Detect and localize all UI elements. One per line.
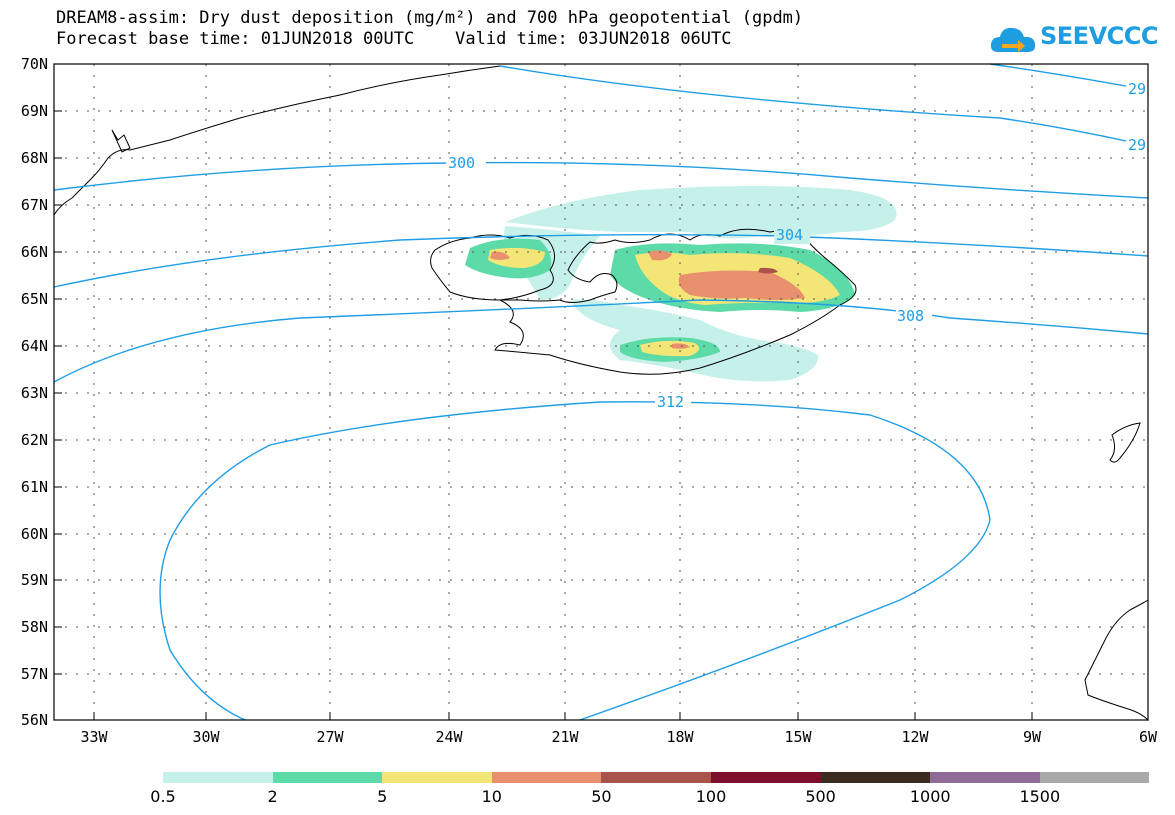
contour-label-312: 312 xyxy=(657,393,684,411)
lon-label: 15W xyxy=(784,728,812,746)
cloud-icon xyxy=(990,27,1036,52)
lon-label: 9W xyxy=(1022,728,1042,746)
colorbar-label: 50 xyxy=(591,787,612,806)
colorbar xyxy=(163,772,1150,783)
lat-label: 64N xyxy=(20,337,48,355)
lat-label: 61N xyxy=(20,478,48,496)
lon-label: 24W xyxy=(435,728,463,746)
contour-label-308: 308 xyxy=(897,307,924,325)
lat-label: 62N xyxy=(20,431,48,449)
colorbar-label: 10 xyxy=(481,787,502,806)
colorbar-segment xyxy=(601,772,711,783)
lat-label: 67N xyxy=(20,196,48,214)
contour-label-29a: 29 xyxy=(1128,80,1146,98)
lon-label: 21W xyxy=(551,728,579,746)
colorbar-label: 1000 xyxy=(909,787,951,806)
dust-deposition-fill xyxy=(465,186,897,382)
colorbar-segment xyxy=(491,772,602,783)
axis-ticks xyxy=(54,110,1033,720)
colorbar-segment xyxy=(163,772,273,783)
colorbar-segment xyxy=(1039,772,1150,783)
map-frame xyxy=(53,63,1149,721)
lat-label: 66N xyxy=(20,243,48,261)
colorbar-label: 5 xyxy=(377,787,388,806)
colorbar-label: 500 xyxy=(805,787,836,806)
colorbar-segment xyxy=(930,772,1040,783)
map-subtitle: Forecast base time: 01JUN2018 00UTC Vali… xyxy=(56,29,732,49)
contour-label-300: 300 xyxy=(448,154,475,172)
lat-label: 60N xyxy=(20,525,48,543)
contour-label-29b: 29 xyxy=(1128,136,1146,154)
lon-label: 12W xyxy=(901,728,929,746)
colorbar-segment xyxy=(710,772,821,783)
logo-text: SEEVCCC xyxy=(1040,22,1159,50)
lon-label: 30W xyxy=(192,728,220,746)
contour-label-304: 304 xyxy=(776,226,803,244)
lat-label: 56N xyxy=(20,711,48,729)
lat-label: 69N xyxy=(20,102,48,120)
lat-label: 58N xyxy=(20,618,48,636)
lon-label: 27W xyxy=(316,728,344,746)
colorbar-segment xyxy=(382,772,492,783)
lat-label: 68N xyxy=(20,149,48,167)
lon-label: 18W xyxy=(666,728,694,746)
colorbar-segment xyxy=(272,772,383,783)
colorbar-label: 2 xyxy=(267,787,278,806)
lon-label: 33W xyxy=(80,728,108,746)
lon-label: 6W xyxy=(1138,728,1158,746)
lat-label: 63N xyxy=(20,384,48,402)
lat-label: 70N xyxy=(20,55,48,73)
colorbar-label: 100 xyxy=(695,787,727,806)
lat-label: 65N xyxy=(20,290,48,308)
geopotential-contours xyxy=(53,63,1149,721)
lat-label: 59N xyxy=(20,571,48,589)
seevccc-logo: SEEVCCC xyxy=(988,20,1159,60)
lat-label: 57N xyxy=(20,665,48,683)
map-title: DREAM8-assim: Dry dust deposition (mg/m²… xyxy=(56,8,804,28)
graticule xyxy=(54,64,1148,720)
colorbar-label: 1500 xyxy=(1019,787,1061,806)
contour-labels: 300 304 308 312 29 29 xyxy=(446,80,1148,411)
colorbar-label: 0.5 xyxy=(150,787,176,806)
colorbar-segment xyxy=(820,772,931,783)
